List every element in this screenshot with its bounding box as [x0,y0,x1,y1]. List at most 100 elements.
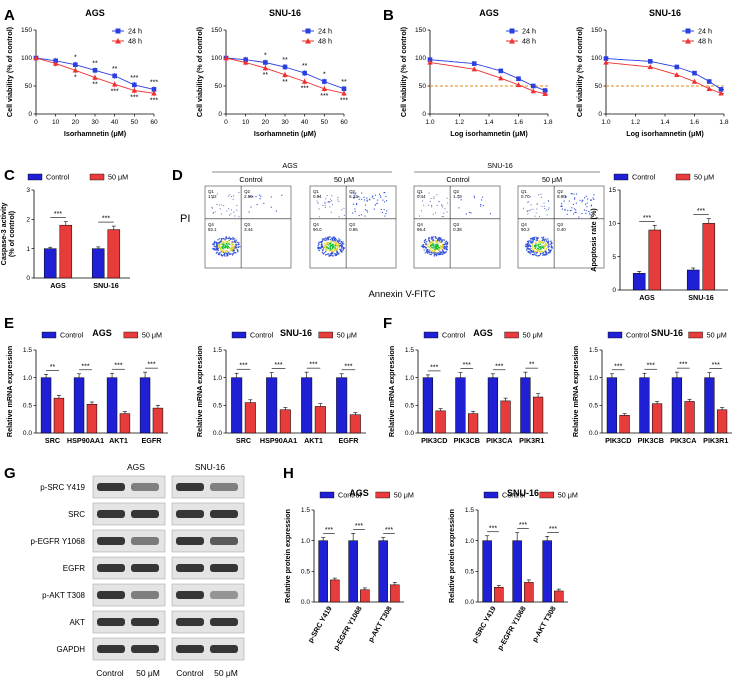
bar-control [266,377,278,434]
blot-membrane [92,610,166,634]
flow-dot [216,248,218,250]
flow-dot [550,242,553,244]
flow-dot [325,250,327,252]
legend-label: 50 μM [108,173,128,182]
flow-dot [228,237,230,240]
data-point-48h [282,72,288,77]
flow-dot [422,247,424,249]
flow-dot [223,252,226,254]
x-category-label: PIK3CB [454,436,480,445]
flow-dot [327,246,329,249]
data-point-48h [242,59,249,65]
bar-control [348,540,358,603]
flow-dot [539,215,541,217]
flow-dot [225,236,228,238]
blot-band [210,645,238,653]
flow-dot [535,242,538,244]
flow-dot [539,246,541,248]
flow-dot [458,197,460,199]
significance-48h: *** [320,93,328,100]
flow-dot [439,241,441,243]
flow-dot [541,236,543,239]
flow-dot [382,199,384,201]
flow-dot [357,196,359,198]
flow-dot [434,250,436,252]
flow-dot [430,244,432,247]
flow-dot [442,246,444,248]
flow-dot [212,244,214,246]
blot-band [176,645,204,653]
legend-swatch [423,331,439,339]
flow-dot [219,241,222,243]
x-category-label: p-AKT T308 [530,605,558,644]
flow-dot [338,242,340,245]
flow-dot [435,248,437,250]
blot-band [131,483,159,491]
flow-dot [326,239,328,241]
data-point-24h [471,61,477,66]
flow-dot [376,202,378,204]
flow-dot [430,251,432,253]
flow-dot [328,250,331,252]
flow-dot [430,245,432,247]
flow-dot [228,214,230,216]
flow-dot [435,212,437,214]
flow-dot [329,248,331,250]
blot-band [210,618,238,626]
x-axis-label: Isorhamnetin (μM) [254,129,317,138]
legend-label: 24 h [522,27,536,36]
flow-dot [332,240,334,243]
flow-dot [446,197,448,199]
y-tick-label: 2 [26,217,30,224]
data-point-24h [542,88,548,93]
flow-dot [329,238,331,241]
legend-swatch [318,331,333,339]
flow-dot [431,241,433,243]
flow-dot [429,246,431,248]
flow-dot [426,244,428,246]
flow-dot [229,243,231,246]
flow-dot [325,238,327,240]
flow-cellline-ags: AGS [282,161,297,170]
blot-lane-1: Control [96,668,124,678]
flow-dot [434,252,436,254]
flow-dot [385,195,387,197]
flow-dot [560,205,562,207]
legend-label: 48 h [698,37,712,46]
panel-letter-b: B [383,7,394,24]
flow-dot [433,249,435,251]
flow-dot [443,212,445,214]
chart-title: SNU-16 [649,8,681,18]
flow-dot [234,215,236,217]
flow-dot [546,246,548,248]
flow-dot [534,254,536,256]
blot-row-label: p-SRC Y419 [40,483,85,492]
y-tick-label: 0.5 [465,569,474,576]
flow-dot [238,192,240,194]
x-tick-label: 60 [150,119,158,126]
flow-dot [532,250,535,252]
flow-dot [227,244,229,246]
bar-control [482,540,492,603]
flow-dot [422,200,424,202]
flow-dot [543,244,545,247]
y-tick-label: 0.0 [23,430,32,437]
flow-dot [219,252,221,254]
quadrant-label: Q4 90.2 [521,222,530,232]
flow-dot [233,246,235,248]
flow-dot [541,240,543,242]
flow-dot [548,245,550,247]
flow-dot [535,240,537,242]
flow-dot [446,240,448,243]
bar-50um [119,413,131,434]
flow-dot [341,251,343,253]
bar-50um [702,223,716,291]
flow-dot [226,241,228,243]
flow-dot [216,193,218,195]
flow-dot [230,253,232,255]
flow-dot [438,250,441,252]
flow-dot [436,244,438,246]
flow-dot [441,247,444,249]
significance-stars: *** [147,362,155,369]
